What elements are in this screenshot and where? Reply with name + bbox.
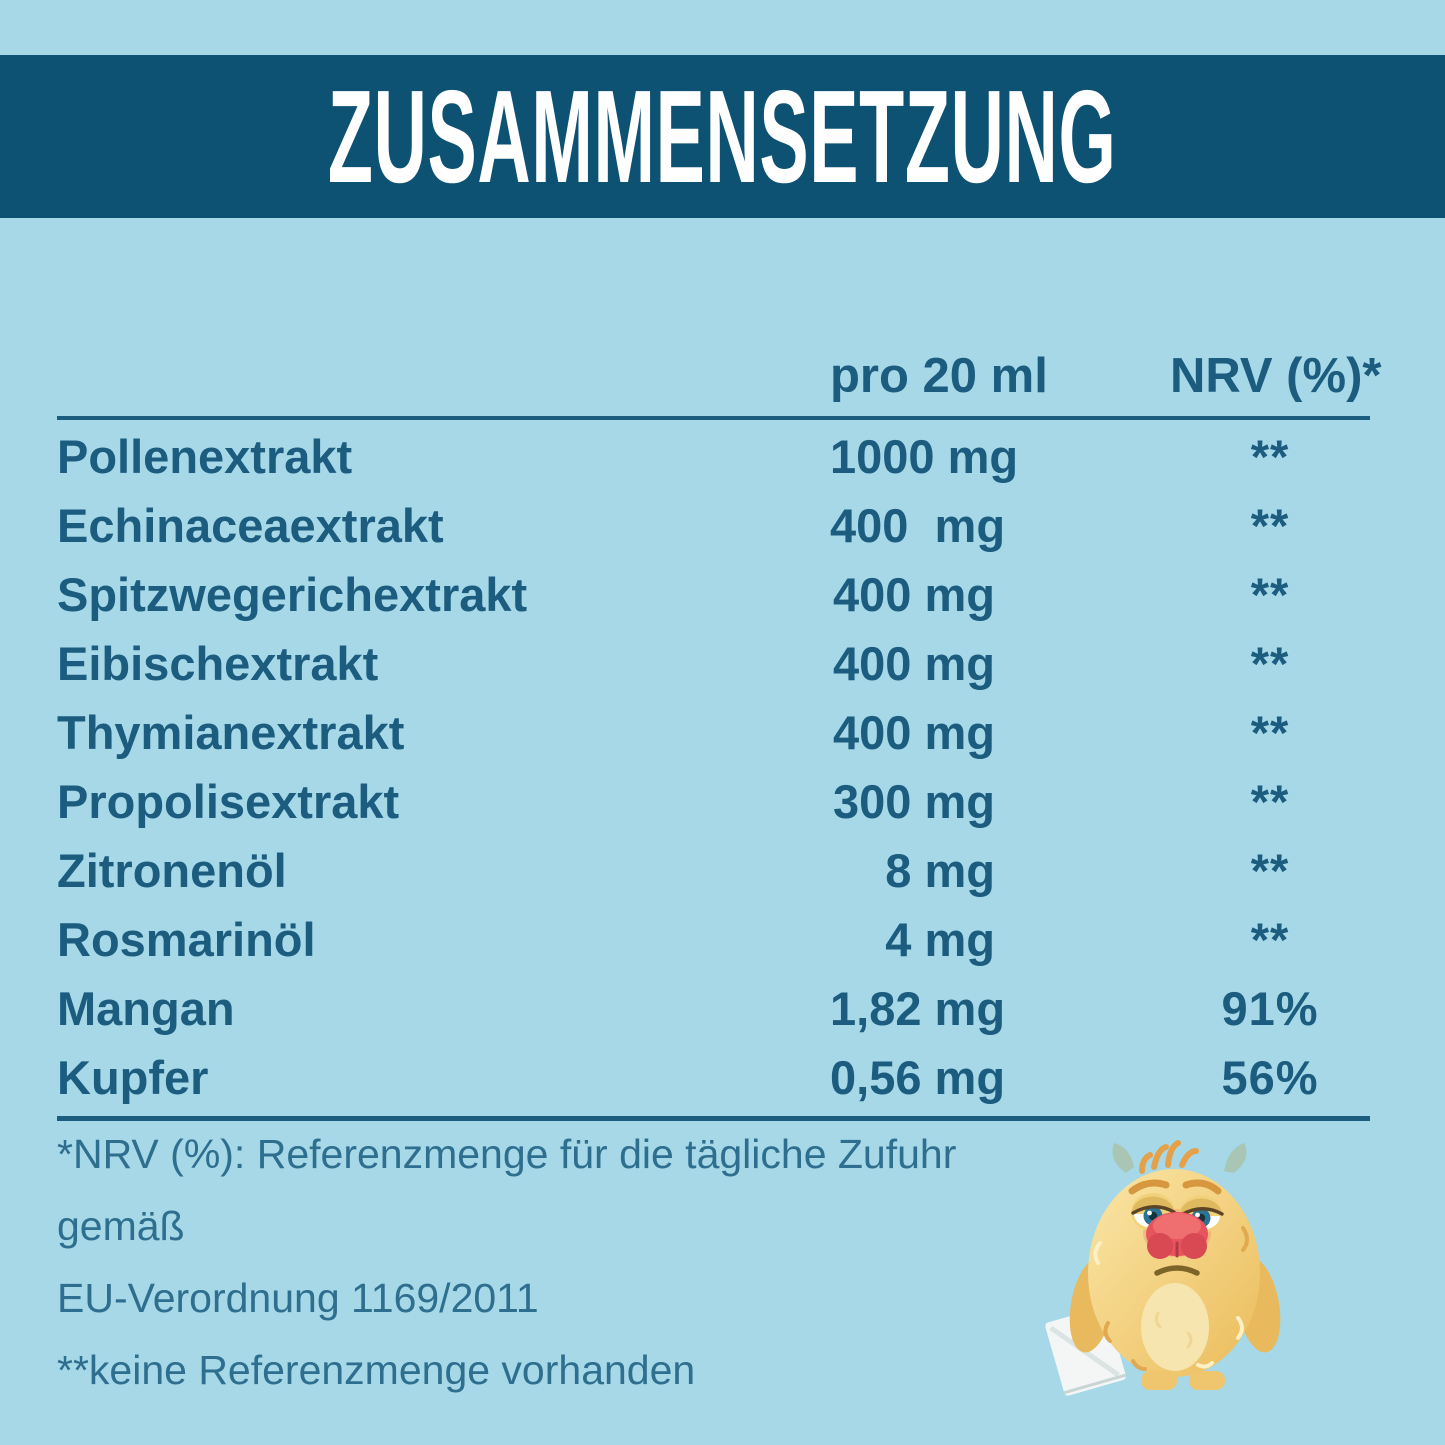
ingredient-nrv: **	[1250, 844, 1290, 897]
ingredient-amount: 300 mg	[833, 775, 995, 828]
ingredient-amount: 1,82 mg	[830, 982, 1006, 1035]
ingredient-name: Pollenextrakt	[57, 430, 353, 483]
footnotes: *NRV (%): Referenzmenge für die tägliche…	[57, 1118, 1057, 1406]
ingredient-name: Propolisextrakt	[57, 775, 400, 828]
table-row: Eibischextrakt 400 mg **	[57, 629, 1370, 698]
ingredient-nrv: **	[1250, 706, 1290, 759]
ingredient-amount: 1000 mg	[830, 430, 1019, 483]
ingredient-amount: 0,56 mg	[830, 1051, 1006, 1104]
ingredient-amount: 400 mg	[833, 568, 995, 621]
ingredient-name: Echinaceaextrakt	[57, 499, 444, 552]
table-bottom-rule	[57, 1116, 1370, 1121]
left-eyebrow	[1128, 1179, 1170, 1195]
table-row: Zitronenöl 8 mg **	[57, 836, 1370, 905]
right-eyebrow	[1182, 1179, 1222, 1195]
ingredient-nrv: 56%	[1221, 1051, 1319, 1104]
monster-feet	[1141, 1371, 1225, 1390]
ingredient-name: Spitzwegerichextrakt	[57, 568, 528, 621]
table-row: Pollenextrakt 1000 mg **	[57, 422, 1370, 491]
ingredient-amount: 4 mg	[885, 913, 995, 966]
table-row: Mangan 1,82 mg 91%	[57, 974, 1370, 1043]
ingredient-amount: 8 mg	[885, 844, 995, 897]
ingredient-name: Thymianextrakt	[57, 706, 405, 759]
ingredient-amount: 400 mg	[833, 637, 995, 690]
title-banner: ZUSAMMENSETZUNG	[0, 55, 1445, 218]
ingredient-name: Kupfer	[57, 1051, 209, 1104]
monster-hair	[1139, 1140, 1199, 1174]
ingredient-name: Eibischextrakt	[57, 637, 379, 690]
table-row: Echinaceaextrakt 400 mg **	[57, 491, 1370, 560]
monster-belly	[1141, 1283, 1209, 1371]
mouth	[1154, 1265, 1200, 1276]
table-row: Rosmarinöl 4 mg **	[57, 905, 1370, 974]
column-header-nrv: NRV (%)*	[1170, 349, 1382, 403]
ingredient-nrv: **	[1250, 568, 1290, 621]
monster-face	[1128, 1179, 1224, 1276]
column-header-amount: pro 20 ml	[830, 349, 1048, 403]
table-row: Thymianextrakt 400 mg **	[57, 698, 1370, 767]
table-row: Spitzwegerichextrakt 400 mg **	[57, 560, 1370, 629]
footnote-eu-regulation: EU-Verordnung 1169/2011	[57, 1275, 539, 1321]
footnote-no-reference: **keine Referenzmenge vorhanden	[57, 1347, 696, 1393]
ingredient-nrv: **	[1250, 637, 1290, 690]
page-title: ZUSAMMENSETZUNG	[328, 62, 1117, 210]
ingredient-nrv: **	[1250, 775, 1290, 828]
table-top-rule	[57, 416, 1370, 420]
table-row: Propolisextrakt 300 mg **	[57, 767, 1370, 836]
ingredient-amount: 400 mg	[830, 499, 1006, 552]
nose	[1146, 1212, 1208, 1259]
ingredient-name: Rosmarinöl	[57, 913, 316, 966]
table-row: Kupfer 0,56 mg 56%	[57, 1043, 1370, 1112]
monster-horns	[1112, 1143, 1247, 1173]
ingredient-nrv: **	[1250, 913, 1290, 966]
composition-table: pro 20 ml NRV (%)* Pollenextrakt 1000 mg…	[57, 348, 1382, 1121]
table-header-row: pro 20 ml NRV (%)*	[57, 348, 1382, 416]
table-body: Pollenextrakt 1000 mg ** Echinaceaextrak…	[57, 420, 1370, 1116]
footnote-nrv-reference: *NRV (%): Referenzmenge für die tägliche…	[57, 1131, 957, 1249]
sad-monster-illustration	[1045, 1140, 1281, 1396]
ingredient-name: Mangan	[57, 982, 235, 1035]
ingredient-name: Zitronenöl	[57, 844, 287, 897]
ingredient-nrv: **	[1250, 499, 1290, 552]
ingredient-nrv: 91%	[1221, 982, 1319, 1035]
ingredient-amount: 400 mg	[833, 706, 995, 759]
ingredient-nrv: **	[1250, 430, 1290, 483]
